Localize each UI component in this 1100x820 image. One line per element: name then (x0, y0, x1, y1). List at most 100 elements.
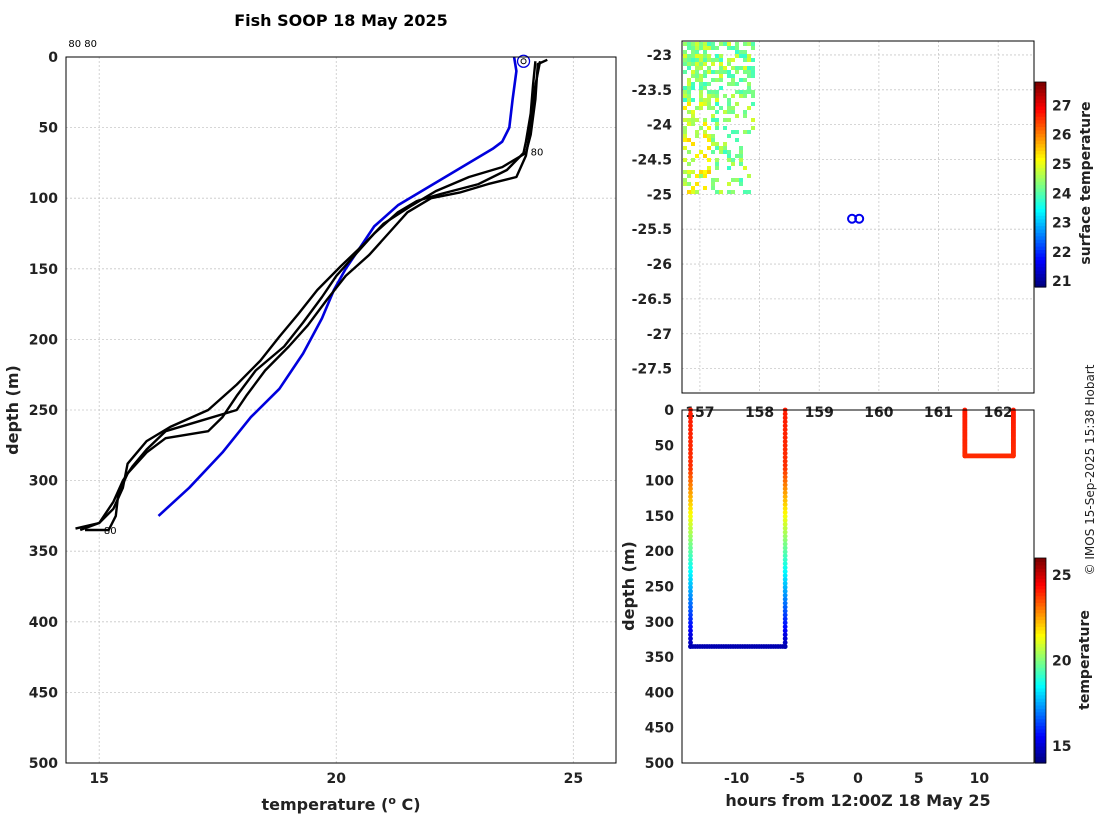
map-sst-cell (691, 86, 695, 90)
colorbar-segment (1035, 653, 1046, 658)
map-sst-cell (683, 50, 687, 54)
map-sst-cell (735, 138, 739, 142)
map-sst-cell (699, 74, 703, 78)
colorbar-segment (1035, 266, 1046, 271)
section-cast-point (782, 573, 788, 578)
map-sst-cell (731, 158, 735, 162)
map-sst-cell (743, 66, 747, 70)
colorbar-segment (1035, 612, 1046, 617)
map-sst-cell (683, 54, 687, 58)
profile-annotation: 80 80 (68, 39, 97, 50)
colorbar-segment (1035, 85, 1046, 90)
colorbar-segment (1035, 249, 1046, 254)
map-sst-cell (711, 106, 715, 110)
map-colorbar-tick: 25 (1052, 157, 1071, 173)
colorbar-segment (1035, 181, 1046, 186)
section-cast-point (782, 514, 788, 519)
map-sst-cell (727, 154, 731, 158)
section-cast-point (782, 486, 788, 492)
map-sst-cell (703, 74, 707, 78)
colorbar-segment (1035, 681, 1046, 686)
colorbar-segment (1035, 208, 1046, 213)
section-cast-point (688, 549, 693, 555)
map-sst-cell (691, 74, 695, 78)
map-colorbar-tick: 21 (1052, 274, 1071, 290)
section-panel: -10 -5 0 5 10050100150200250300350400450500 … (619, 403, 1093, 810)
map-sst-cell (707, 134, 711, 138)
colorbar-segment (1035, 595, 1046, 600)
map-sst-cell (691, 98, 695, 102)
section-cast-point (688, 439, 693, 444)
map-sst-cell (707, 58, 711, 62)
section-colorbar-tick: 20 (1052, 654, 1072, 670)
map-sst-cell (707, 90, 711, 94)
profile-lines (75, 54, 548, 532)
colorbar-segment (1035, 561, 1046, 566)
map-axes-box (681, 40, 1035, 394)
colorbar-segment (1035, 558, 1046, 563)
map-sst-cell (747, 86, 751, 90)
map-sst-cell (683, 86, 687, 90)
map-sst-cell (703, 154, 707, 158)
section-colorbar-label: temperature (1077, 610, 1093, 710)
profile-y-label: depth (m) (3, 365, 22, 455)
colorbar-segment (1035, 215, 1046, 220)
colorbar-segment (1035, 136, 1046, 141)
map-sst-cell (719, 42, 723, 46)
section-cast-point (782, 616, 788, 622)
profile-start-dot (520, 58, 527, 65)
map-sst-cell (699, 42, 703, 46)
map-sst-cell (711, 62, 715, 66)
colorbar-segment (1035, 129, 1046, 134)
y-tick-label: 150 (29, 262, 58, 278)
colorbar-segment (1035, 622, 1046, 627)
map-sst-cell (727, 58, 731, 62)
colorbar-segment (1035, 252, 1046, 257)
map-sst-cell (735, 46, 739, 50)
map-sst-cell (699, 94, 703, 98)
section-cast-point (782, 533, 788, 539)
section-cast-point (688, 498, 693, 504)
section-cast-point (782, 443, 788, 448)
map-sst-cell (687, 42, 691, 46)
map-sst-cell (739, 146, 743, 150)
section-cast-point (688, 415, 693, 421)
section-cast-point (688, 616, 693, 622)
section-cast-point (782, 439, 788, 444)
map-sst-cell (719, 66, 723, 70)
section-cast-point (782, 636, 788, 642)
map-grid (682, 41, 1034, 393)
colorbar-segment (1035, 160, 1046, 165)
map-sst-cell (727, 150, 731, 154)
map-y-tick-label: -25.5 (632, 222, 672, 238)
colorbar-frame (1034, 557, 1047, 764)
map-sst-cell (739, 66, 743, 70)
x-tick-label: 25 (564, 771, 583, 787)
map-sst-cell (699, 174, 703, 178)
map-sst-cell (747, 70, 751, 74)
map-sst-cell (691, 58, 695, 62)
map-x-tick-label: 159 (805, 405, 834, 421)
colorbar-segment (1035, 263, 1046, 268)
colorbar-segment (1035, 650, 1046, 655)
section-cast-point (688, 458, 693, 464)
map-sst-cell (727, 62, 731, 66)
colorbar-segment (1035, 246, 1046, 251)
section-cast-point (782, 612, 788, 618)
map-sst-cell (699, 78, 703, 82)
map-sst-cell (703, 174, 707, 178)
map-sst-cell (715, 102, 719, 106)
map-sst-cell (695, 46, 699, 50)
colorbar-segment (1035, 201, 1046, 206)
colorbar-segment (1035, 191, 1046, 196)
map-sst-cell (703, 58, 707, 62)
map-x-tick-label: 161 (924, 405, 953, 421)
section-cast-point (782, 454, 788, 460)
map-sst-cell (687, 150, 691, 154)
map-sst-cell (731, 74, 735, 78)
colorbar-segment (1035, 636, 1046, 641)
colorbar-segment (1035, 112, 1046, 117)
map-sst-cell (751, 90, 755, 94)
map-sst-cell (747, 66, 751, 70)
map-sst-cell (747, 58, 751, 62)
